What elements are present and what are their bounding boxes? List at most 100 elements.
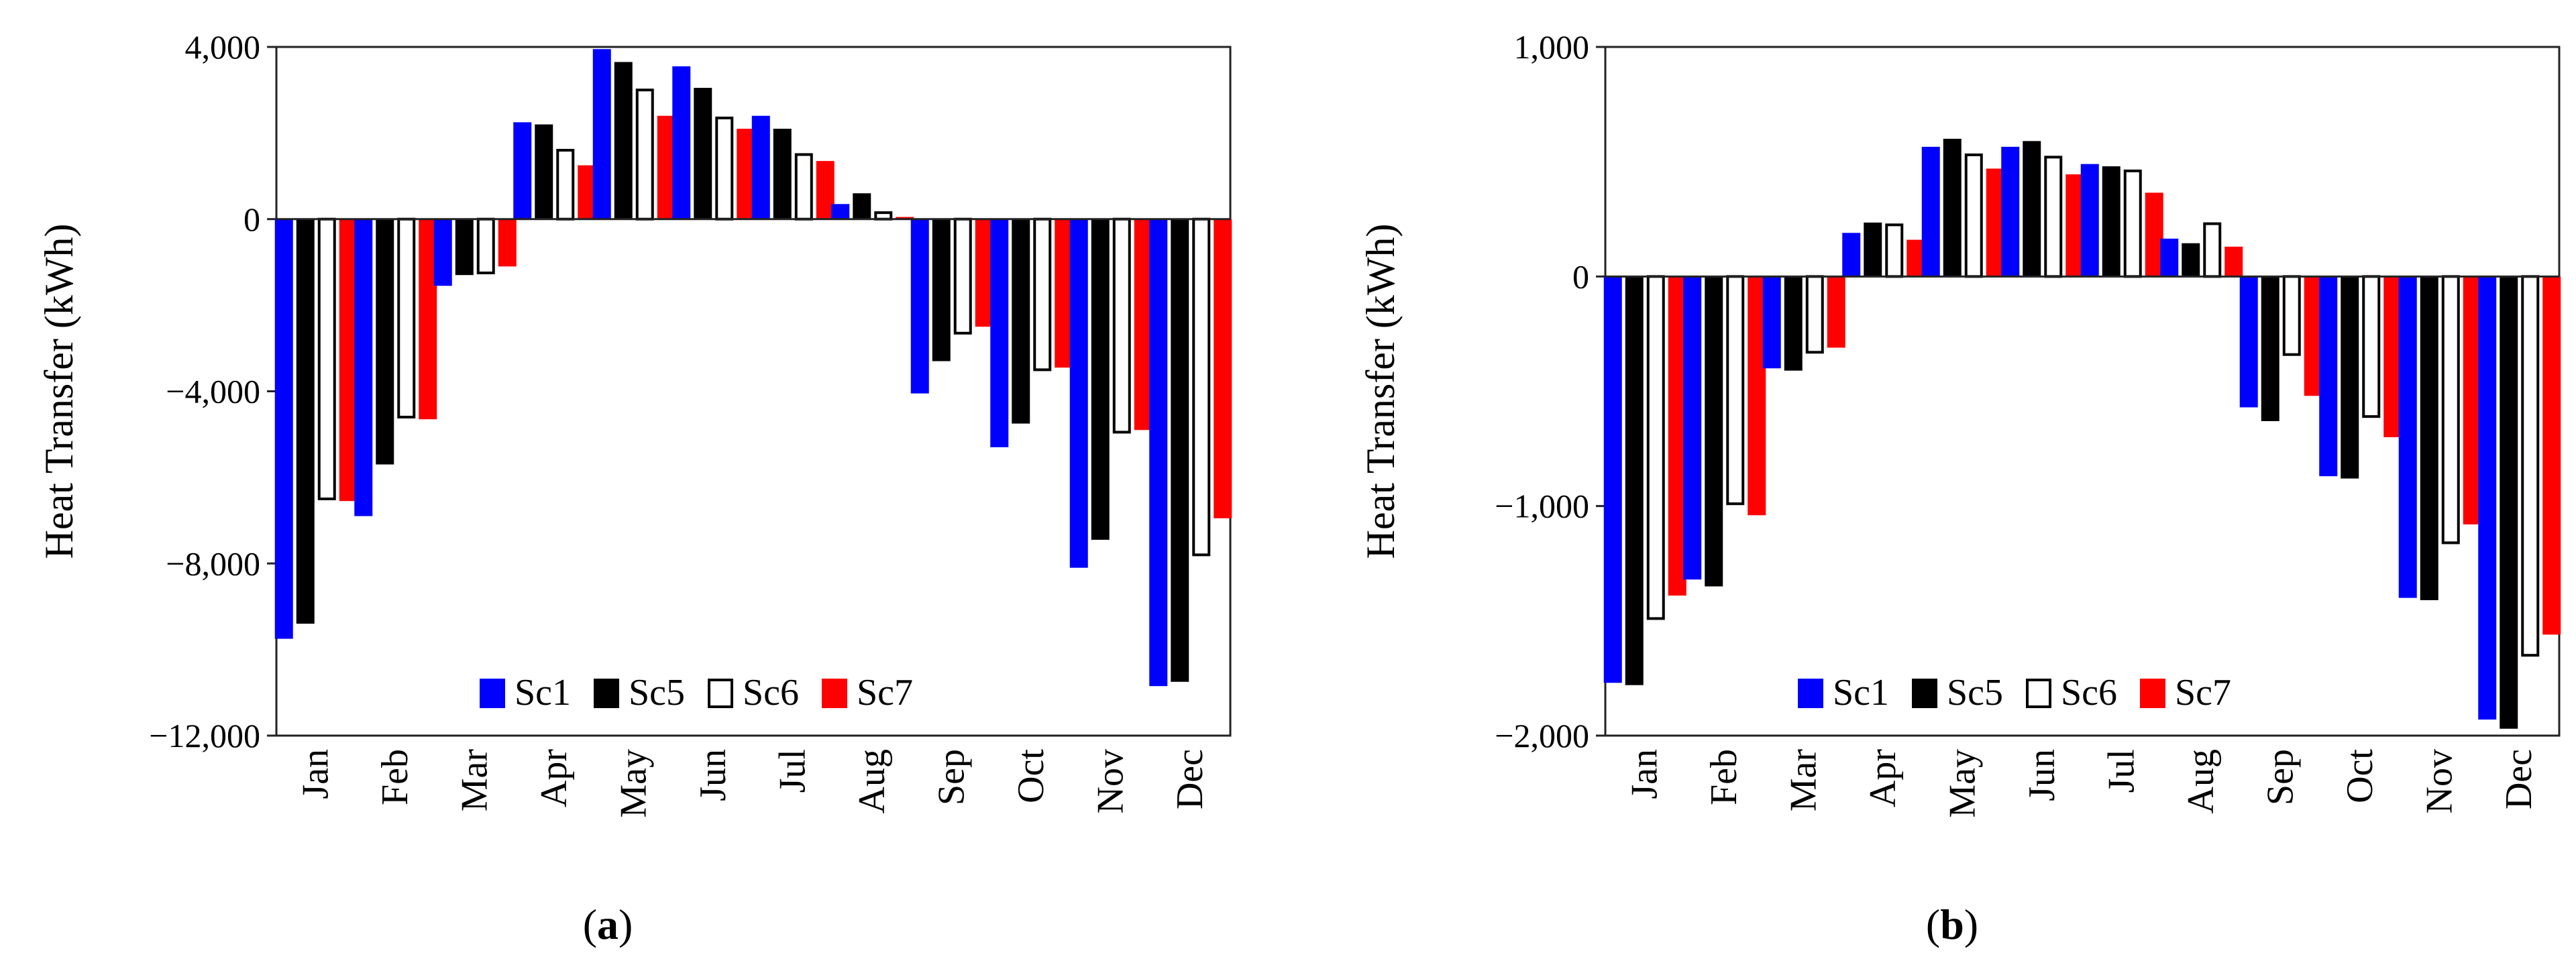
x-tick-label: Jan (1623, 749, 1665, 799)
bar-sc5 (2102, 166, 2121, 277)
x-tick-label: Feb (1703, 749, 1745, 805)
bar-sc5 (376, 219, 394, 465)
bar-sc7 (1827, 276, 1845, 348)
bar-sc1 (2398, 276, 2417, 598)
bar-sc7 (2542, 276, 2561, 635)
bar-sc1 (2160, 238, 2179, 277)
legend-swatch (1912, 679, 1937, 708)
legend-label: Sc5 (629, 672, 685, 713)
bar-sc5 (2261, 276, 2279, 422)
x-tick-label: Nov (2418, 749, 2460, 813)
bar-sc1 (592, 49, 611, 219)
x-tick-label: Jul (2100, 749, 2142, 793)
bar-sc5 (2500, 276, 2518, 729)
bar-sc7 (2224, 246, 2243, 277)
bar-sc7 (896, 217, 914, 219)
legend-label: Sc1 (1833, 672, 1889, 713)
bar-sc6 (1033, 217, 1052, 371)
bar-sc6 (715, 116, 734, 221)
bar-sc5 (614, 62, 633, 219)
legend-swatch (708, 679, 733, 708)
x-tick-label: Jun (2021, 749, 2063, 801)
bar-sc6 (2123, 169, 2142, 278)
x-tick-label: Sep (2259, 749, 2301, 805)
bar-sc1 (1921, 146, 1940, 277)
legend-label: Sc7 (857, 672, 913, 713)
bar-sc6 (556, 149, 575, 221)
legend-swatch (1798, 679, 1823, 708)
bar-sc6 (953, 217, 972, 335)
bar-sc1 (831, 204, 850, 219)
bar-sc1 (1683, 276, 1702, 580)
bar-sc1 (274, 219, 293, 639)
bar-sc6 (1885, 223, 1904, 278)
bar-sc6 (1192, 217, 1211, 557)
legend-swatch (480, 679, 505, 708)
bar-sc1 (2478, 276, 2497, 720)
bar-sc1 (1762, 276, 1781, 369)
bar-sc5 (2182, 243, 2200, 277)
bar-sc5 (2023, 141, 2041, 277)
y-tick-label: 0 (244, 201, 260, 238)
bar-sc5 (932, 219, 951, 361)
chart-panel-b: 1,000 0 −1,000 −2,000 Heat Transfer (kWh) Jan… (1358, 28, 2561, 948)
bar-sc6 (2441, 275, 2460, 545)
x-tick-label: Dec (1169, 749, 1211, 809)
y-tick-label: −4,000 (166, 373, 260, 410)
bar-sc1 (910, 219, 929, 394)
bar-sc5 (1784, 276, 1803, 371)
bar-sc5 (694, 87, 712, 219)
bar-sc6 (1726, 275, 1745, 506)
bar-sc1 (513, 122, 532, 219)
x-tick-label: Aug (851, 749, 893, 813)
bar-sc1 (1149, 219, 1168, 687)
bar-sc1 (2001, 146, 2020, 277)
x-tick-label: Jul (771, 749, 813, 793)
bar-sc6 (2282, 275, 2301, 356)
x-tick-label: Mar (453, 749, 495, 812)
bar-sc6 (2203, 222, 2222, 278)
bar-sc6 (397, 217, 416, 419)
bar-sc1 (751, 115, 770, 219)
bar-sc5 (2420, 276, 2438, 601)
panel-label: (b) (1926, 901, 1978, 948)
x-tick-label: Jun (692, 749, 734, 801)
x-tick-label: May (612, 749, 654, 818)
bar-sc5 (2341, 276, 2359, 479)
legend-label: Sc1 (515, 672, 571, 713)
bar-sc5 (773, 128, 792, 219)
bar-sc5 (1625, 276, 1644, 685)
legend-label: Sc7 (2175, 672, 2231, 713)
bar-sc5 (853, 193, 871, 219)
panel-label: (a) (583, 901, 633, 948)
x-tick-label: Feb (374, 749, 416, 805)
bar-sc1 (990, 219, 1009, 447)
bar-sc1 (1069, 219, 1088, 568)
y-axis-title: Heat Transfer (kWh) (37, 224, 81, 559)
bar-sc1 (2080, 164, 2099, 277)
bar-sc1 (354, 219, 373, 516)
legend-label: Sc6 (2061, 672, 2117, 713)
bar-sc6 (635, 89, 654, 221)
x-tick-label: Nov (1089, 749, 1131, 813)
bar-sc6 (1112, 217, 1131, 434)
legend-swatch (2140, 679, 2165, 708)
bar-sc1 (2319, 276, 2338, 477)
bar-sc1 (1603, 276, 1622, 683)
y-tick-label: −2,000 (1495, 717, 1589, 754)
x-tick-label: May (1941, 749, 1983, 818)
bar-sc6 (317, 217, 336, 500)
x-tick-label: Dec (2498, 749, 2540, 809)
y-tick-label: 4,000 (185, 28, 261, 66)
bar-sc6 (2521, 275, 2540, 657)
y-tick-label: −1,000 (1495, 488, 1589, 525)
x-tick-label: Aug (2180, 749, 2222, 813)
bar-sc6 (476, 217, 495, 274)
x-tick-label: Sep (930, 749, 972, 805)
bar-sc1 (433, 219, 452, 286)
bar-sc6 (2044, 156, 2063, 278)
x-tick-label: Oct (2339, 749, 2381, 803)
legend-swatch (822, 679, 847, 708)
legend-label: Sc5 (1947, 672, 2003, 713)
